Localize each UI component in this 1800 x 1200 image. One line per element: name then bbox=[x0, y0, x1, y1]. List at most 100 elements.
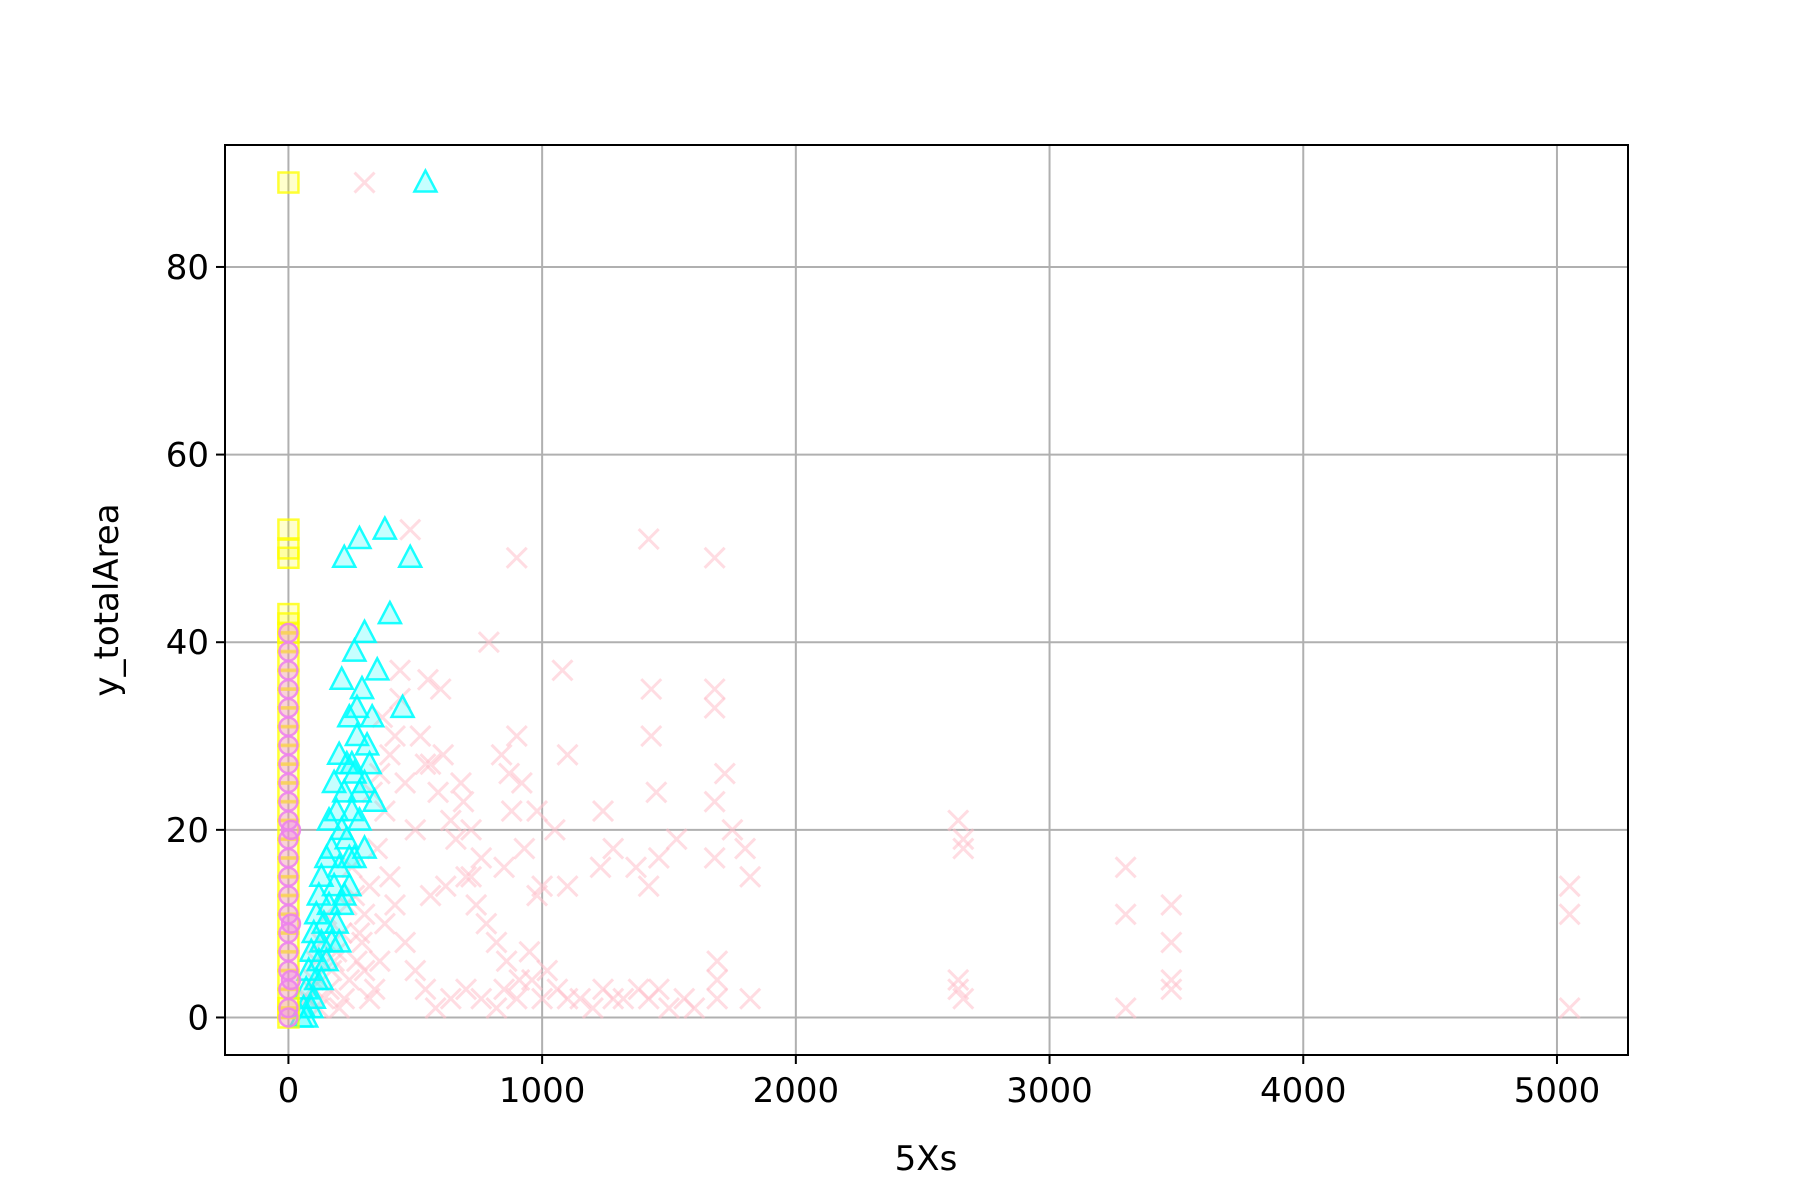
data-point-x-marker bbox=[485, 997, 508, 1020]
data-point-triangle-marker bbox=[313, 843, 340, 869]
data-point-x-marker bbox=[350, 931, 374, 954]
data-point-circle-marker bbox=[278, 866, 299, 888]
data-point-x-marker bbox=[414, 978, 437, 1001]
data-point-triangle-marker bbox=[346, 524, 373, 550]
data-point-x-marker bbox=[383, 724, 407, 748]
y-tick-label: 20 bbox=[166, 811, 209, 851]
data-point-circle-marker bbox=[278, 1007, 299, 1028]
data-point-x-marker bbox=[1160, 968, 1183, 992]
data-point-x-marker bbox=[454, 865, 478, 888]
data-point-x-marker bbox=[640, 724, 663, 748]
data-point-triangle-marker bbox=[412, 167, 439, 193]
data-point-x-marker bbox=[508, 968, 531, 992]
data-point-x-marker bbox=[602, 837, 625, 860]
data-point-x-marker bbox=[485, 931, 508, 954]
data-point-x-marker bbox=[419, 884, 442, 907]
data-point-x-marker bbox=[460, 865, 483, 888]
data-point-x-marker bbox=[665, 828, 688, 851]
data-point-triangle-marker bbox=[331, 777, 358, 803]
data-point-square-marker bbox=[277, 546, 300, 570]
data-point-circle-marker bbox=[278, 641, 299, 662]
data-point-x-marker bbox=[345, 950, 368, 973]
data-point-x-marker bbox=[383, 893, 407, 916]
data-point-triangle-marker bbox=[346, 805, 373, 831]
data-point-x-marker bbox=[328, 997, 351, 1020]
data-point-x-marker bbox=[645, 781, 668, 804]
data-point-x-marker bbox=[1114, 903, 1137, 926]
data-point-triangle-marker bbox=[389, 693, 416, 719]
data-point-x-marker bbox=[378, 865, 401, 888]
data-point-x-marker bbox=[556, 743, 579, 766]
data-point-circle-marker bbox=[280, 819, 302, 841]
data-point-circle-marker bbox=[278, 941, 299, 963]
data-point-x-marker bbox=[373, 912, 396, 935]
data-point-x-marker bbox=[470, 987, 493, 1010]
data-point-x-marker bbox=[505, 724, 528, 748]
data-point-x-marker bbox=[1558, 997, 1581, 1020]
data-point-x-marker bbox=[1114, 997, 1137, 1020]
data-point-x-marker bbox=[510, 771, 533, 794]
data-point-circle-marker bbox=[278, 885, 299, 906]
grid bbox=[225, 145, 1628, 1055]
data-point-x-marker bbox=[531, 875, 554, 898]
data-point-x-marker bbox=[513, 837, 536, 860]
data-point-x-marker bbox=[706, 968, 729, 992]
data-point-x-marker bbox=[465, 893, 488, 916]
data-point-x-marker bbox=[703, 790, 726, 813]
data-point-x-marker bbox=[394, 771, 417, 794]
data-point-x-marker bbox=[409, 724, 432, 748]
data-point-x-marker bbox=[498, 762, 521, 785]
data-point-x-marker bbox=[703, 846, 726, 870]
data-point-triangle-marker bbox=[343, 693, 370, 719]
data-point-x-marker bbox=[500, 800, 523, 823]
data-point-x-marker bbox=[493, 856, 516, 879]
data-point-x-marker bbox=[416, 668, 440, 691]
data-point-x-marker bbox=[556, 875, 579, 898]
data-point-x-marker bbox=[569, 987, 592, 1010]
data-point-circle-marker bbox=[278, 678, 299, 700]
data-point-x-marker bbox=[378, 743, 401, 766]
data-point-x-marker bbox=[546, 978, 569, 1001]
data-point-x-marker bbox=[449, 771, 473, 794]
data-point-triangle-marker bbox=[315, 805, 343, 831]
data-point-circle-marker bbox=[278, 716, 299, 737]
data-point-triangle-marker bbox=[351, 618, 378, 644]
data-point-x-marker bbox=[551, 659, 574, 682]
data-point-x-marker bbox=[338, 968, 361, 992]
data-point-x-marker bbox=[706, 950, 729, 973]
data-point-x-marker bbox=[637, 875, 660, 898]
data-point-triangle-marker bbox=[397, 543, 424, 569]
data-point-triangle-marker bbox=[331, 543, 358, 569]
y-tick-label: 60 bbox=[166, 436, 209, 476]
data-point-triangle-marker bbox=[308, 965, 335, 991]
data-point-x-marker bbox=[505, 987, 528, 1010]
data-point-x-marker bbox=[739, 987, 762, 1010]
x-tick-label: 2000 bbox=[753, 1071, 840, 1111]
data-point-x-marker bbox=[439, 809, 462, 832]
data-point-triangle-marker bbox=[348, 674, 376, 700]
data-point-triangle-marker bbox=[336, 843, 363, 869]
data-point-x-marker bbox=[439, 987, 462, 1010]
data-point-x-marker bbox=[947, 809, 970, 832]
data-point-circle-marker bbox=[278, 660, 299, 681]
data-point-x-marker bbox=[353, 171, 376, 194]
data-point-x-marker bbox=[952, 837, 975, 860]
data-point-square-marker bbox=[277, 518, 300, 541]
data-point-x-marker bbox=[591, 800, 615, 823]
data-point-x-marker bbox=[414, 753, 437, 776]
x-tick-label: 4000 bbox=[1260, 1071, 1347, 1111]
data-point-x-marker bbox=[602, 987, 625, 1010]
data-point-x-marker bbox=[739, 865, 762, 888]
data-point-x-marker bbox=[647, 846, 670, 870]
data-point-circle-marker bbox=[280, 913, 302, 934]
data-point-x-marker bbox=[419, 753, 442, 776]
data-point-x-marker bbox=[1160, 893, 1183, 916]
data-point-x-marker bbox=[581, 997, 604, 1020]
data-point-x-marker bbox=[470, 846, 493, 870]
data-point-circle-marker bbox=[278, 697, 299, 719]
x-tick-label: 5000 bbox=[1514, 1071, 1601, 1111]
y-axis-ticks: 0 20 40 60 80 bbox=[166, 248, 225, 1038]
data-point-x-marker bbox=[1160, 931, 1183, 954]
data-point-x-marker bbox=[1558, 903, 1581, 926]
